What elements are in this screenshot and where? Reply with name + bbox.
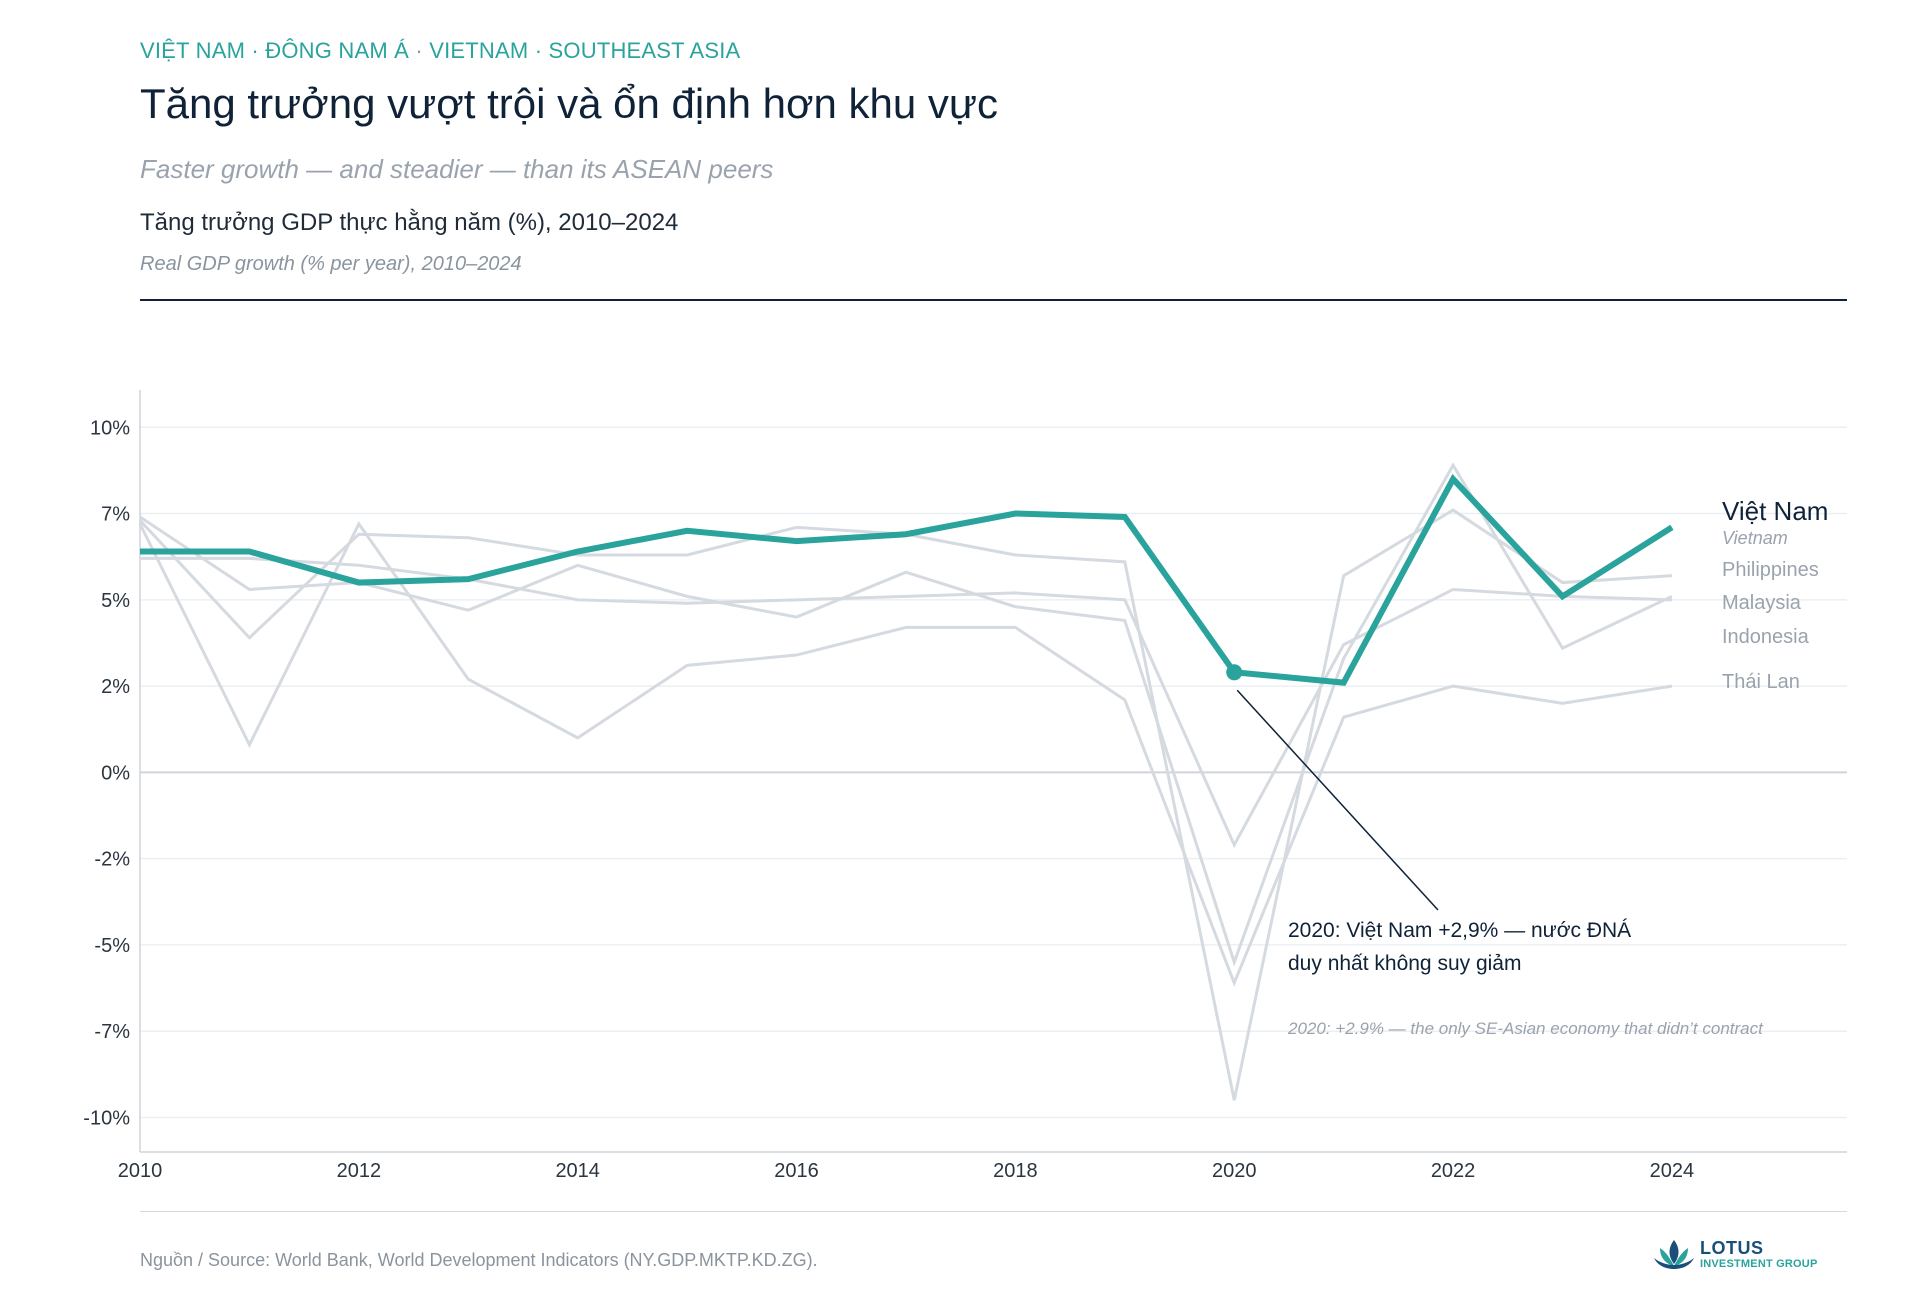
- series-line-philippines: [138, 508, 1673, 1101]
- x-tick-label: 2024: [1650, 1160, 1695, 1182]
- logo-subtitle: INVESTMENT GROUP: [1700, 1258, 1818, 1270]
- y-tick-label: 2%: [101, 676, 130, 698]
- series-label: Malaysia: [1722, 592, 1802, 614]
- x-tick-label: 2010: [118, 1160, 163, 1182]
- series-label: Indonesia: [1722, 626, 1810, 648]
- annotation-text-vi-2: duy nhất không suy giảm: [1288, 952, 1521, 975]
- annotation-text-vi-1: 2020: Việt Nam +2,9% — nước ĐNÁ: [1288, 919, 1631, 942]
- y-tick-label: 5%: [101, 590, 130, 612]
- annotation-leader-line: [1236, 689, 1439, 911]
- source-note: Nguồn / Source: World Bank, World Develo…: [140, 1250, 818, 1270]
- x-tick-label: 2012: [337, 1160, 382, 1182]
- kicker-vi: VIỆT NAM · ĐÔNG NAM Á: [140, 38, 410, 63]
- lotus-logo: LOTUS INVESTMENT GROUP: [1652, 1236, 1842, 1276]
- x-tick-label: 2014: [555, 1160, 600, 1182]
- series-line-vi-t-nam: [140, 473, 1674, 686]
- y-tick-label: 7%: [101, 504, 130, 526]
- x-tick-label: 2016: [774, 1160, 819, 1182]
- series-label: Philippines: [1722, 559, 1819, 581]
- header-rule: [140, 299, 1847, 301]
- x-tick-label: 2020: [1212, 1160, 1257, 1182]
- y-tick-label: -5%: [94, 935, 130, 957]
- page-subtitle: Faster growth — and steadier — than its …: [140, 154, 774, 184]
- annotation-text-en: 2020: +2.9% — the only SE-Asian economy …: [1287, 1019, 1764, 1038]
- y-tick-label: -7%: [94, 1021, 130, 1043]
- y-tick-label: 0%: [101, 762, 130, 784]
- series-label-vietnam-en: Vietnam: [1722, 528, 1788, 548]
- y-tick-label: -10%: [83, 1107, 130, 1129]
- kicker: VIỆT NAM · ĐÔNG NAM Á · VIETNAM · SOUTHE…: [140, 38, 740, 64]
- series-line-malaysia: [139, 462, 1673, 967]
- kicker-en: VIETNAM · SOUTHEAST ASIA: [429, 38, 741, 63]
- series-line-th-i-lan: [138, 520, 1673, 987]
- logo-wordmark: LOTUS: [1700, 1238, 1764, 1258]
- chart-title-en: Real GDP growth (% per year), 2010–2024: [140, 253, 522, 275]
- page-title: Tăng trưởng vượt trội và ổn định hơn khu…: [140, 80, 999, 127]
- kicker-separator: ·: [415, 38, 423, 63]
- lotus-icon: [1654, 1240, 1694, 1269]
- annotation-point: [1226, 664, 1243, 681]
- footer-rule: [140, 1211, 1847, 1212]
- chart-title-vi: Tăng trưởng GDP thực hằng năm (%), 2010–…: [140, 209, 679, 236]
- series-line-indonesia: [140, 556, 1672, 849]
- x-tick-label: 2022: [1431, 1160, 1476, 1182]
- y-tick-label: -2%: [94, 849, 130, 871]
- series-label: Thái Lan: [1722, 671, 1800, 693]
- y-tick-label: 10%: [90, 417, 130, 439]
- x-tick-label: 2018: [993, 1160, 1038, 1182]
- series-label-vietnam: Việt Nam: [1722, 496, 1828, 526]
